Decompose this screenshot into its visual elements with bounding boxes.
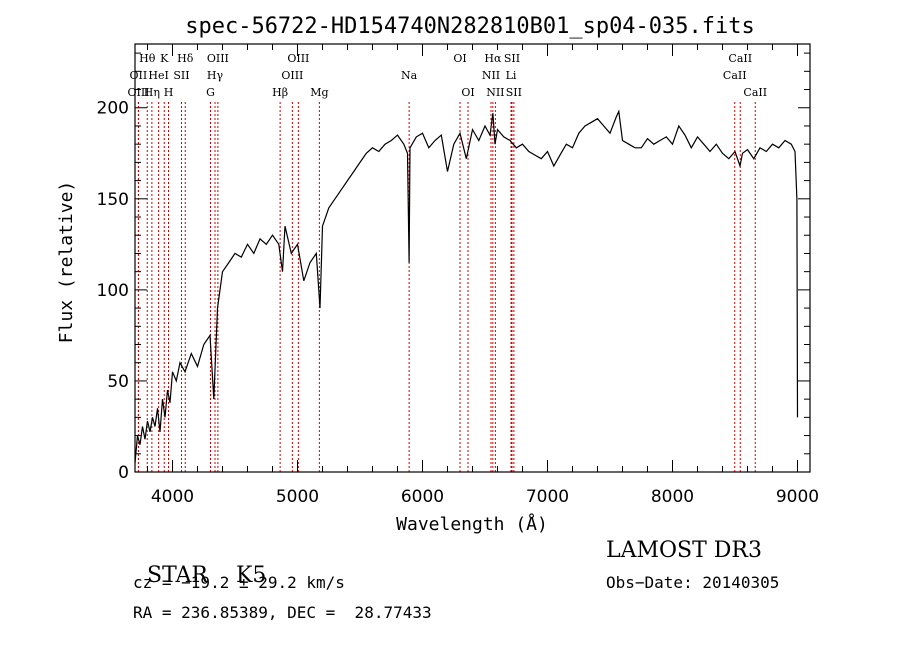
line-label-14: OIII <box>287 52 309 65</box>
line-label-24: SII <box>506 86 522 99</box>
line-label-9: G <box>206 86 215 99</box>
line-label-21: NII <box>486 86 504 99</box>
y-axis-label: Flux (relative) <box>56 181 77 344</box>
line-label-2: OIII <box>127 86 149 99</box>
x-tick-label-5: 9000 <box>776 487 819 507</box>
line-label-19: NII <box>482 69 500 82</box>
line-label-22: Li <box>506 69 517 82</box>
line-label-0: Hθ <box>139 52 156 65</box>
y-tick-label-2: 100 <box>97 281 129 301</box>
x-tick-label-4: 8000 <box>651 487 694 507</box>
line-label-1: OII <box>130 69 148 82</box>
redshift-info: cz = −19.2 ± 29.2 km/s <box>133 573 345 592</box>
line-label-23: SII <box>504 52 520 65</box>
line-label-15: Mg <box>310 86 328 99</box>
line-label-20: Hα <box>484 52 502 65</box>
spectrum-line <box>134 109 799 463</box>
survey-label: LAMOST DR3 <box>606 538 762 563</box>
line-label-3: Hη <box>144 86 160 99</box>
y-tick-label-4: 200 <box>97 99 129 119</box>
y-tick-label-3: 150 <box>97 190 129 210</box>
line-label-13: OIII <box>281 69 303 82</box>
y-tick-label-0: 0 <box>118 463 129 483</box>
x-axis-ticks: 4000 5000 6000 7000 8000 9000 <box>147 44 819 507</box>
emission-line-markers <box>137 102 756 472</box>
y-tick-label-1: 50 <box>107 372 129 392</box>
x-tick-label-0: 4000 <box>151 487 194 507</box>
line-label-8: Hδ <box>177 52 194 65</box>
emission-line-labels: HθOIIOIIIHηHeIKHSIIHδGHγOIIIHβOIIIOIIIMg… <box>127 52 767 99</box>
x-tick-label-3: 7000 <box>526 487 569 507</box>
x-tick-label-1: 5000 <box>276 487 319 507</box>
x-axis-label: Wavelength (Å) <box>396 513 548 535</box>
chart-title: spec-56722-HD154740N282810B01_sp04-035.f… <box>185 14 755 39</box>
line-label-26: CaII <box>728 52 752 65</box>
line-label-17: OI <box>453 52 466 65</box>
line-label-16: Na <box>401 69 418 82</box>
line-label-4: HeI <box>148 69 168 82</box>
object-class: STAR K5 <box>133 538 266 588</box>
line-label-27: CaII <box>743 86 767 99</box>
line-label-18: OI <box>461 86 474 99</box>
class-label: STAR <box>147 563 208 588</box>
line-label-5: K <box>160 52 169 65</box>
coordinates: RA = 236.85389, DEC = 28.77433 <box>133 603 432 622</box>
y-axis-ticks: 0 50 100 150 200 <box>97 52 810 483</box>
subclass-label: K5 <box>235 563 267 588</box>
line-label-7: SII <box>173 69 189 82</box>
line-label-6: H <box>164 86 174 99</box>
line-label-10: Hγ <box>207 69 224 82</box>
observation-date: Obs−Date: 20140305 <box>606 573 780 592</box>
line-label-25: CaII <box>723 69 747 82</box>
line-label-12: Hβ <box>272 86 288 99</box>
line-label-11: OIII <box>207 52 229 65</box>
plot-frame <box>134 43 811 473</box>
x-tick-label-2: 6000 <box>401 487 444 507</box>
